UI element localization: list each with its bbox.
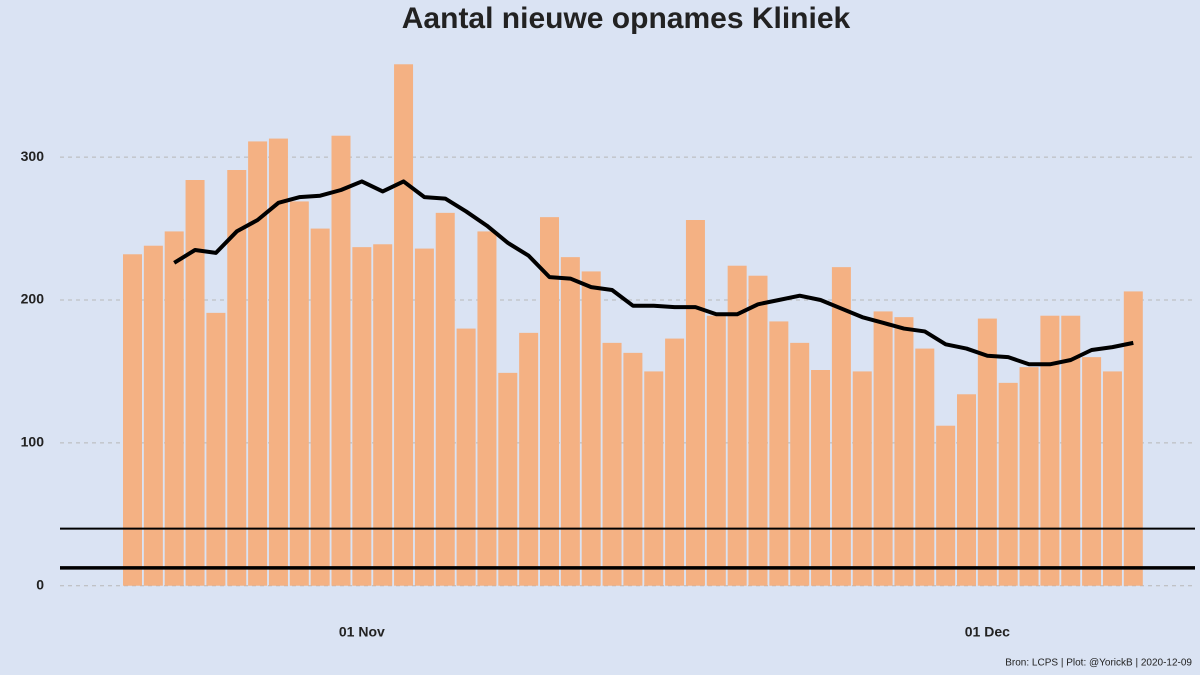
bar: [644, 371, 664, 586]
bar: [1082, 357, 1102, 586]
bar: [998, 382, 1018, 586]
bar: [143, 245, 163, 586]
y-tick-label: 200: [21, 291, 45, 307]
bar: [352, 247, 372, 586]
bar: [685, 220, 705, 586]
bar: [831, 267, 851, 586]
bar: [519, 332, 539, 586]
y-tick-label: 100: [21, 434, 45, 450]
bar: [727, 265, 747, 586]
bar: [248, 141, 268, 586]
bar: [164, 231, 184, 586]
moving-average-line: [173, 179, 1134, 367]
bar: [268, 138, 288, 586]
bar: [811, 370, 831, 586]
x-tick-label: 01 Nov: [339, 624, 385, 640]
bar: [560, 257, 580, 586]
bar: [748, 275, 768, 586]
bar: [665, 338, 685, 586]
bar: [1019, 367, 1039, 586]
bar: [623, 352, 643, 586]
bar: [206, 312, 226, 586]
bar: [331, 135, 351, 586]
bar: [1061, 315, 1081, 586]
y-tick-label: 0: [36, 576, 44, 592]
bar: [602, 342, 622, 586]
bar: [873, 311, 893, 586]
bar: [394, 64, 414, 586]
bar: [977, 318, 997, 586]
bar: [414, 248, 434, 586]
y-tick-label: 300: [21, 148, 45, 164]
bar: [581, 271, 601, 586]
bar: [227, 170, 247, 586]
bar: [498, 372, 518, 586]
bar: [852, 371, 872, 586]
bar: [289, 201, 309, 586]
bar: [894, 317, 914, 586]
bar: [185, 180, 205, 586]
bar: [310, 228, 330, 586]
x-tick-label: 01 Dec: [965, 624, 1010, 640]
bar: [373, 244, 393, 586]
bar: [769, 321, 789, 586]
bar: [957, 394, 976, 586]
bar: [790, 342, 810, 586]
bar: [123, 254, 142, 586]
bar: [706, 315, 726, 586]
bar: [456, 328, 476, 586]
bar: [540, 217, 559, 586]
bar: [477, 231, 497, 586]
bar: [936, 425, 956, 586]
bar: [915, 348, 935, 586]
bar: [1102, 371, 1122, 586]
chart-title: Aantal nieuwe opnames Kliniek: [402, 2, 851, 35]
bar: [435, 212, 455, 586]
bar: [1040, 315, 1060, 586]
bar: [1123, 291, 1143, 586]
caption: Bron: LCPS | Plot: @YorickB | 2020-12-09: [1005, 658, 1192, 669]
